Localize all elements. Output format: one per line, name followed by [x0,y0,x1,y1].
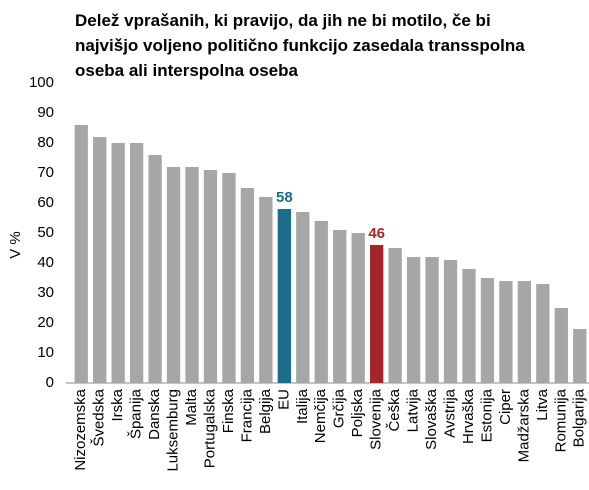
data-label: 46 [368,225,385,242]
y-tick-label: 60 [37,194,54,211]
x-tick-label: EU [275,389,292,410]
bar [314,221,328,383]
x-tick-label: Romunija [552,388,569,452]
bar [517,281,532,383]
bar [333,230,347,383]
x-tick-label: Nizozemska [72,388,89,470]
bar [370,245,384,383]
x-tick-label: Belgija [257,388,274,434]
y-tick-label: 90 [37,104,54,121]
bar [203,170,218,383]
x-tick-label: Nemčija [312,388,329,443]
bar [462,269,476,383]
bar [111,143,125,383]
y-tick-label: 80 [37,134,54,151]
bar [148,155,162,383]
bar [277,209,291,383]
bar [222,173,236,383]
x-tick-label: Malta [183,388,200,425]
x-tick-label: Latvija [405,388,422,432]
bar [388,248,402,383]
y-axis-label: V % [7,231,24,259]
bar [499,281,513,383]
y-tick-label: 30 [37,284,54,301]
x-tick-label: Luksemburg [165,389,182,472]
x-tick-label: Litva [534,388,551,420]
bar [406,257,421,383]
x-tick-label: Italija [294,388,311,424]
bar [129,143,144,383]
y-tick-label: 10 [37,344,54,361]
x-tick-label: Francija [238,388,255,442]
x-tick-label: Avstrija [441,388,458,438]
y-tick-label: 50 [37,224,54,241]
x-tick-label: Finska [220,388,237,433]
chart-title: Delež vprašanih, ki pravijo, da jih ne b… [75,11,525,80]
y-tick-label: 100 [29,74,54,91]
x-tick-label: Slovenija [368,388,385,450]
x-tick-label: Hrvaška [460,388,477,444]
x-tick-label: Poljska [349,388,366,437]
x-tick-label: Švedska [91,388,108,446]
bar [166,167,181,383]
x-tick-label: Ciper [497,389,514,425]
y-tick-label: 70 [37,164,54,181]
bar [185,167,199,383]
bar [480,278,495,383]
bar [351,233,365,383]
bar [443,260,458,383]
x-tick-label: Madžarska [515,388,532,462]
x-tick-label: Grčija [331,388,348,428]
y-tick-label: 20 [37,314,54,331]
bar [93,137,107,383]
y-tick-label: 0 [46,374,54,391]
x-tick-label: Estonija [478,388,495,442]
x-tick-label: Portugalska [201,388,218,468]
x-tick-label: Danska [146,388,163,440]
x-tick-label: Irska [109,388,126,421]
bar [240,188,255,383]
x-tick-label: Španija [128,388,145,439]
x-tick-label: Slovaška [423,388,440,450]
bar [425,257,439,383]
bar [74,125,88,383]
x-tick-label: Češka [386,388,403,431]
bar [536,284,550,383]
data-label: 58 [276,189,293,206]
bar [296,212,310,383]
y-tick-label: 40 [37,254,54,271]
x-tick-label: Bolgarija [571,388,588,447]
bar [554,308,568,383]
bar [259,197,273,383]
bar [573,329,587,383]
